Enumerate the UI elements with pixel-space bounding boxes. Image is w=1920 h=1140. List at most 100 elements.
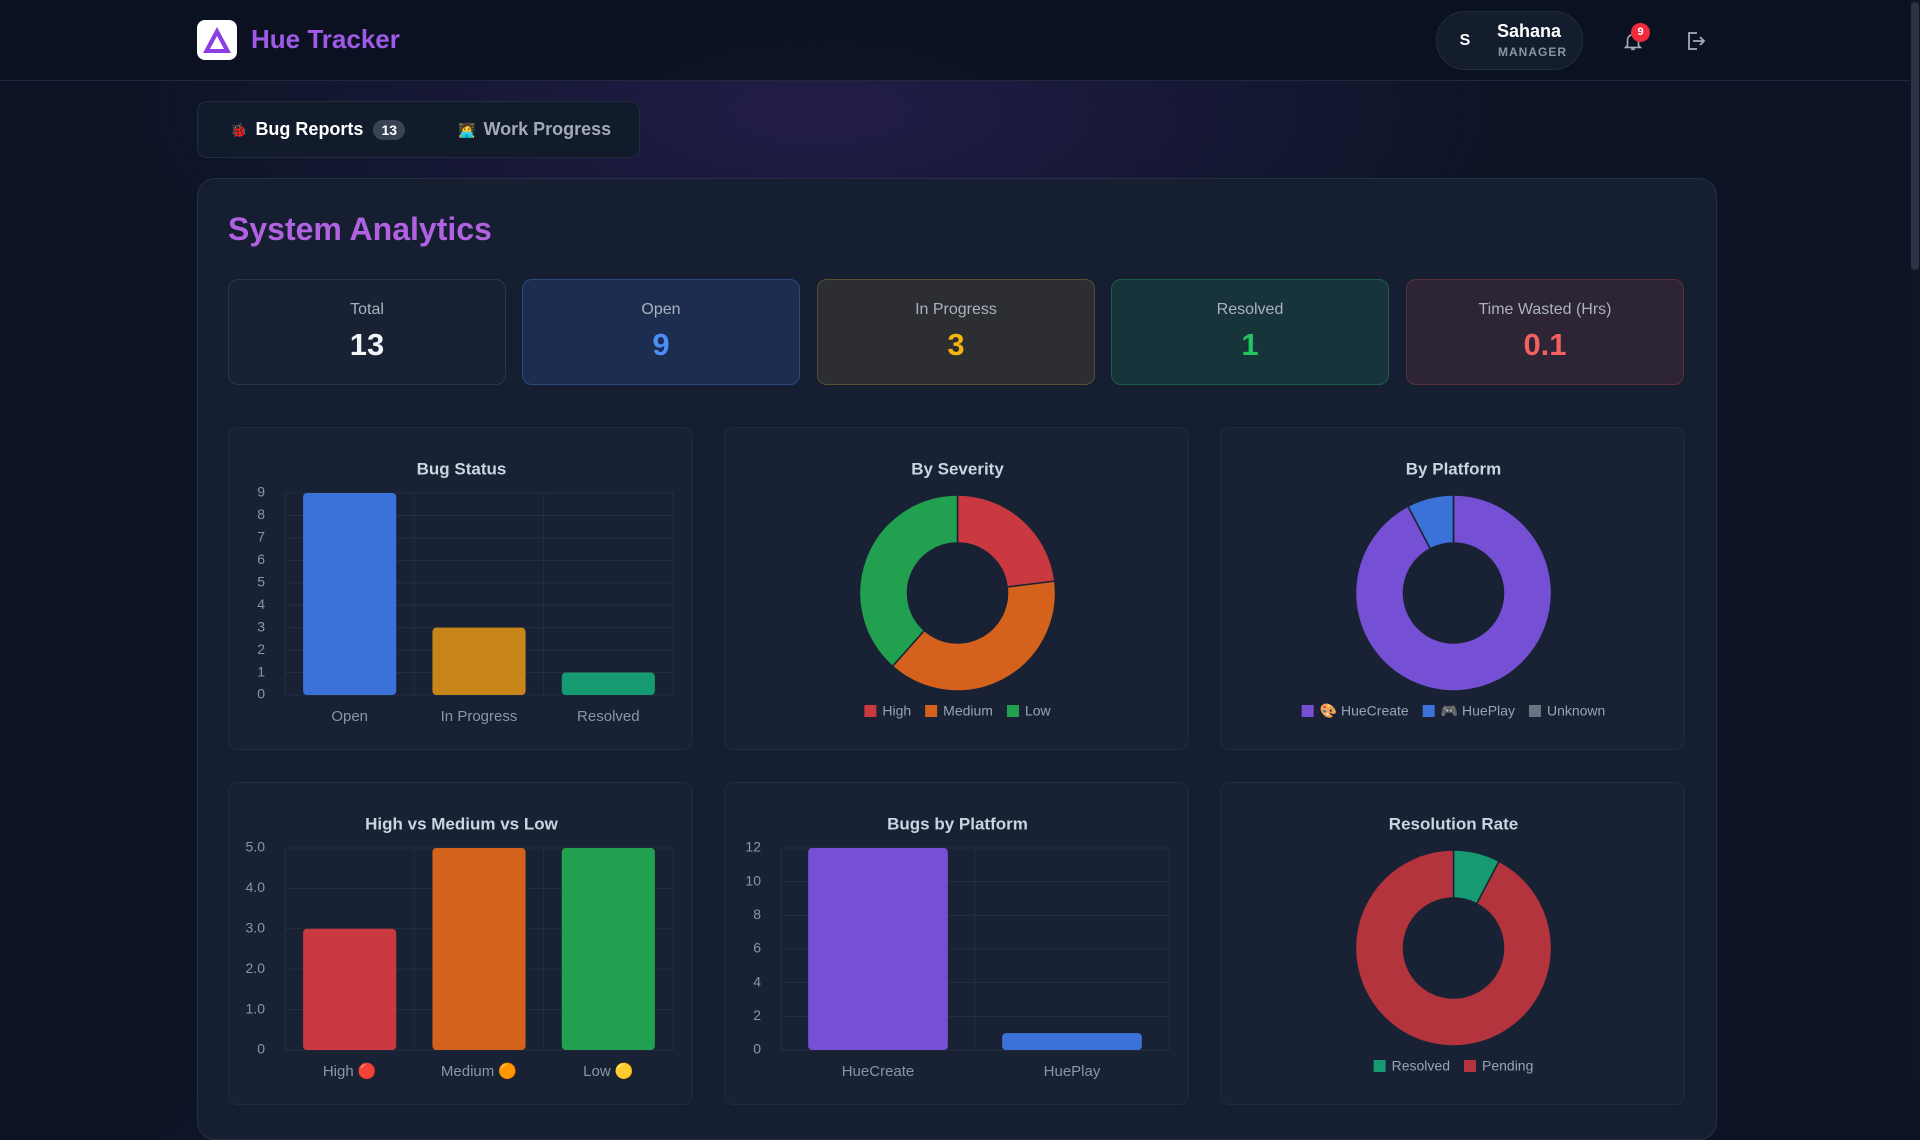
legend-swatch [1373, 1060, 1386, 1072]
stat-card: Total 13 [228, 279, 506, 385]
y-tick-label: 8 [753, 906, 761, 922]
y-tick-label: 5 [257, 573, 265, 589]
notification-badge: 9 [1631, 23, 1650, 42]
bar [432, 848, 526, 1050]
y-tick-label: 0 [257, 686, 265, 702]
chart-card: Bugs by Platform 0 2 4 6 8 10 12 HueCreate HuePla… [724, 782, 1189, 1105]
chart-title: Resolution Rate [1389, 814, 1518, 833]
chart-card: Bug Status 0 1 2 3 4 5 6 7 8 9 Open In Progress Resol… [228, 427, 693, 750]
stat-value: 9 [652, 327, 670, 362]
chart-card: Resolution Rate Resolved Pending [1220, 782, 1685, 1105]
legend-label: 🎮 HuePlay [1441, 703, 1515, 719]
x-tick-label: High 🔴 [323, 1062, 377, 1080]
stat-value: 0.1 [1523, 327, 1567, 362]
bar [1002, 1033, 1142, 1050]
stat-value: 1 [1241, 327, 1259, 362]
legend-swatch [925, 705, 938, 717]
user-role: MANAGER [1498, 45, 1567, 59]
donut-segment [1354, 849, 1553, 1047]
stat-card: Open 9 [522, 279, 800, 385]
chart: By Severity High Medium Low [858, 459, 1057, 719]
bar [561, 672, 655, 695]
stat-label: Resolved [1216, 301, 1284, 318]
y-tick-label: 1.0 [246, 1000, 266, 1016]
y-tick-label: 4 [753, 973, 761, 989]
stat-label: Open [641, 301, 681, 318]
chart: Bugs by Platform 0 2 4 6 8 10 12 HueCreate HuePla… [745, 814, 1170, 1080]
x-tick-label: Low 🟡 [583, 1062, 633, 1080]
legend-label: Unknown [1547, 703, 1605, 719]
x-tick-label: Open [331, 708, 368, 725]
y-tick-label: 0 [753, 1041, 761, 1057]
bar [303, 493, 397, 695]
app-name[interactable]: Hue Tracker [251, 24, 400, 54]
y-tick-label: 9 [257, 484, 265, 500]
tabs: 🐞 Bug Reports 13 🧑‍💻 Work Progress [197, 101, 640, 158]
chart-card: By Platform 🎨 HueCreate 🎮 HuePlay Unknown [1220, 427, 1685, 750]
logout[interactable] [1683, 29, 1707, 53]
user-name: Sahana [1497, 21, 1562, 41]
chart-card: By Severity High Medium Low [724, 427, 1189, 750]
donut-segment [858, 494, 959, 668]
avatar: S [1459, 32, 1471, 49]
legend-label: Medium [943, 703, 993, 719]
legend-swatch [1463, 1060, 1476, 1072]
x-tick-label: In Progress [441, 708, 518, 725]
bar [303, 928, 397, 1050]
stat-label: Time Wasted (Hrs) [1478, 301, 1612, 318]
tab-icon: 🧑‍💻 [458, 122, 476, 138]
y-tick-label: 4.0 [246, 879, 266, 895]
user-menu[interactable]: S Sahana MANAGER [1436, 11, 1583, 70]
logo[interactable] [197, 20, 237, 60]
tab-label: Work Progress [483, 119, 612, 139]
bar [808, 848, 948, 1050]
y-tick-label: 1 [257, 663, 265, 679]
legend-label: 🎨 HueCreate [1320, 702, 1409, 720]
legend-swatch [864, 705, 877, 717]
y-tick-label: 6 [753, 940, 761, 956]
chart-card: High vs Medium vs Low 0 1.0 2.0 3.0 4.0 5.0 Hig… [228, 782, 693, 1105]
legend-swatch [1528, 705, 1541, 717]
stat-label: In Progress [915, 301, 997, 318]
legend: Resolved Pending [1373, 1058, 1533, 1074]
y-tick-label: 10 [745, 872, 761, 888]
legend-label: High [882, 703, 911, 719]
tab-label: Bug Reports [255, 119, 364, 139]
chart-title: By Platform [1406, 459, 1501, 478]
y-tick-label: 3.0 [246, 920, 266, 936]
scrollbar[interactable] [1910, 0, 1920, 1080]
section-title: System Analytics [228, 211, 492, 247]
x-tick-label: Medium 🟠 [441, 1062, 517, 1080]
y-tick-label: 8 [257, 506, 265, 522]
scroll-thumb[interactable] [1911, 2, 1919, 270]
y-tick-label: 2 [257, 641, 265, 657]
y-tick-label: 12 [745, 839, 761, 855]
tab-icon: 🐞 [230, 122, 248, 138]
y-tick-label: 6 [257, 551, 265, 567]
stat-label: Total [350, 301, 384, 318]
donut-segment [891, 580, 1057, 692]
stat-card: In Progress 3 [817, 279, 1095, 385]
stat-card: Resolved 1 [1111, 279, 1389, 385]
chart: High vs Medium vs Low 0 1.0 2.0 3.0 4.0 5.0 Hig… [246, 814, 674, 1080]
x-tick-label: Resolved [577, 708, 640, 725]
tab-count: 13 [373, 120, 406, 140]
legend-swatch [1006, 705, 1019, 717]
donut-segment [956, 494, 1056, 588]
legend-label: Low [1025, 703, 1052, 719]
chart-title: By Severity [911, 459, 1004, 478]
chart: By Platform 🎨 HueCreate 🎮 HuePlay Unknown [1301, 459, 1605, 720]
stat-card: Time Wasted (Hrs) 0.1 [1406, 279, 1684, 385]
chart: Resolution Rate Resolved Pending [1354, 814, 1553, 1074]
y-tick-label: 0 [257, 1041, 265, 1057]
legend-swatch [1301, 705, 1314, 717]
legend: High Medium Low [864, 703, 1052, 719]
chart: Bug Status 0 1 2 3 4 5 6 7 8 9 Open In Progress Resol… [257, 459, 674, 725]
x-tick-label: HuePlay [1044, 1063, 1101, 1080]
legend: 🎨 HueCreate 🎮 HuePlay Unknown [1301, 702, 1605, 720]
tab[interactable]: 🧑‍💻 Work Progress [458, 119, 611, 140]
y-tick-label: 7 [257, 529, 265, 545]
top-bar: Hue Tracker S Sahana MANAGER 9 [0, 0, 1920, 81]
tab[interactable]: 🐞 Bug Reports 13 [230, 119, 406, 140]
